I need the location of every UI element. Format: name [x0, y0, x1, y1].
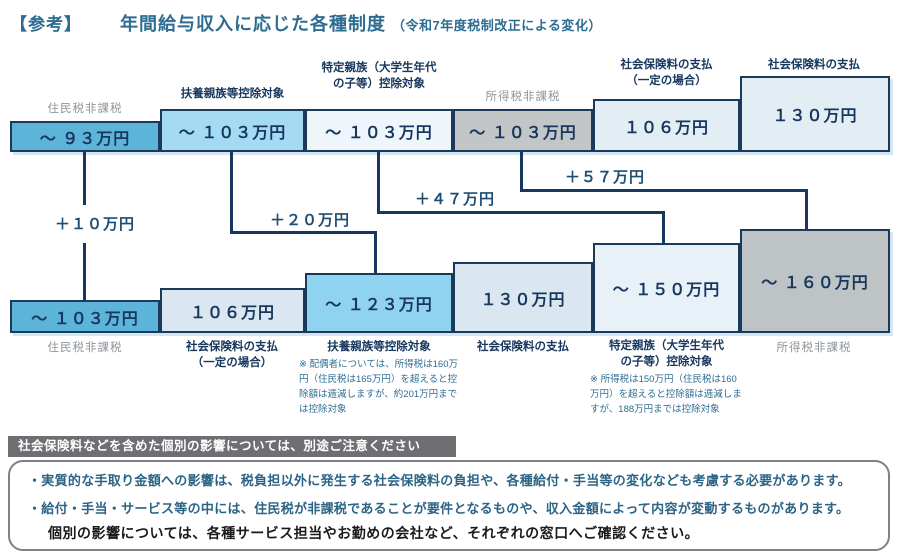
top-box-resident-tax-exempt: ～ ９３万円 [10, 121, 160, 152]
connector-line-plus47-horizontal [377, 211, 665, 214]
bottom-label-income-tax-exempt: 所得税非課税 [776, 342, 852, 354]
connector-line-plus10-lower [83, 243, 86, 300]
bottom-note-dependent-deduction: ※ 配偶者については、所得税は160万円（住民税は165万円）を超えると控除額は… [299, 359, 458, 415]
delta-label-plus-47: ＋４７万円 [390, 188, 520, 209]
connector-line-plus57-horizontal [520, 189, 808, 192]
title-main: 年間給与収入に応じた各種制度 [120, 14, 386, 34]
top-box-dependent-deduction-value: ～ １０３万円 [178, 124, 287, 142]
bottom-box-dependent-deduction: ～ １２３万円 [305, 273, 453, 333]
bottom-note-specified-relative-deduction: ※ 所得税は150万円（住民税は160万円）を超えると控除額は逓減しますが、18… [590, 374, 742, 415]
bottom-box-social-insurance: １３０万円 [453, 262, 593, 333]
bottom-box-dependent-deduction-value: ～ １２３万円 [325, 297, 433, 314]
bottom-box-income-tax-exempt-value: ～ １６０万円 [761, 275, 869, 292]
bottom-label-social-insurance: 社会保険料の支払 [477, 341, 569, 353]
bottom-box-social-insurance-value: １３０万円 [480, 291, 566, 309]
connector-line-plus47-drop [662, 211, 665, 244]
bottom-label-social-insurance-conditional: 社会保険料の支払 （一定の場合） [186, 341, 278, 369]
title-tag: 【参考】 [10, 15, 82, 34]
top-box-social-insurance-value: １３０万円 [772, 108, 858, 125]
connector-line-plus57-vertical [520, 152, 523, 192]
top-box-social-insurance-conditional: １０６万円 [593, 99, 740, 152]
top-box-resident-tax-exempt-value: ～ ９３万円 [39, 130, 131, 148]
connector-line-plus20-horizontal [230, 231, 377, 234]
top-label-social-insurance-conditional: 社会保険料の支払 （一定の場合） [620, 59, 713, 87]
page-title: 【参考】 年間給与収入に応じた各種制度 （令和7年度税制改正による変化） [10, 10, 602, 36]
bottom-box-income-tax-exempt: ～ １６０万円 [740, 229, 890, 333]
connector-line-plus10-upper [83, 152, 86, 205]
bottom-box-resident-tax-exempt: ～ １０３万円 [10, 300, 160, 333]
notice-bullet-1: ・実質的な手取り金額への影響は、税負担以外に発生する社会保険料の負担や、各種給付… [28, 473, 851, 488]
delta-label-plus-57: ＋５７万円 [540, 166, 670, 187]
top-box-specified-relative-deduction-value: ～ １０３万円 [325, 124, 433, 142]
bottom-box-specified-relative-deduction-value: ～ １５０万円 [612, 282, 721, 299]
notice-box [8, 460, 890, 551]
top-box-social-insurance-conditional-value: １０６万円 [623, 119, 709, 137]
top-box-income-tax-exempt-value: ～ １０３万円 [469, 124, 577, 142]
bottom-box-resident-tax-exempt-value: ～ １０３万円 [31, 310, 139, 328]
bottom-label-dependent-deduction: 扶養親族等控除対象 [327, 341, 431, 353]
top-label-income-tax-exempt: 所得税非課税 [485, 91, 561, 103]
top-box-specified-relative-deduction: ～ １０３万円 [305, 109, 453, 152]
delta-label-plus-10: ＋１０万円 [30, 213, 160, 234]
top-box-income-tax-exempt: ～ １０３万円 [453, 109, 593, 152]
connector-line-plus20-vertical [230, 152, 233, 234]
connector-line-plus47-vertical [377, 152, 380, 214]
top-label-resident-tax-exempt: 住民税非課税 [47, 103, 123, 115]
title-subtitle: （令和7年度税制改正による変化） [392, 18, 602, 33]
notice-bullet-2: ・給付・手当・サービス等の中には、住民税が非課税であることが要件となるものや、収… [28, 501, 850, 516]
bottom-box-social-insurance-conditional: １０６万円 [160, 288, 305, 333]
top-box-social-insurance: １３０万円 [740, 76, 890, 152]
connector-line-plus57-drop [805, 189, 808, 230]
delta-label-plus-20: ＋２０万円 [245, 209, 375, 230]
bottom-label-resident-tax-exempt: 住民税非課税 [47, 342, 123, 354]
bottom-box-social-insurance-conditional-value: １０６万円 [189, 304, 275, 322]
top-label-social-insurance: 社会保険料の支払 [768, 59, 860, 71]
notice-footer: 個別の影響については、各種サービス担当やお勤めの会社など、それぞれの窓口へご確認… [48, 525, 700, 541]
bottom-label-specified-relative-deduction: 特定親族（大学生年代 の子等）控除対象 [609, 340, 724, 368]
top-label-specified-relative-deduction: 特定親族（大学生年代 の子等）控除対象 [321, 62, 437, 90]
top-label-dependent-deduction: 扶養親族等控除対象 [180, 88, 285, 100]
top-box-dependent-deduction: ～ １０３万円 [160, 109, 305, 152]
connector-line-plus20-drop [374, 231, 377, 273]
bottom-box-specified-relative-deduction: ～ １５０万円 [593, 243, 740, 333]
notice-header-bar: 社会保険料などを含めた個別の影響については、別途ご注意ください [8, 436, 456, 457]
